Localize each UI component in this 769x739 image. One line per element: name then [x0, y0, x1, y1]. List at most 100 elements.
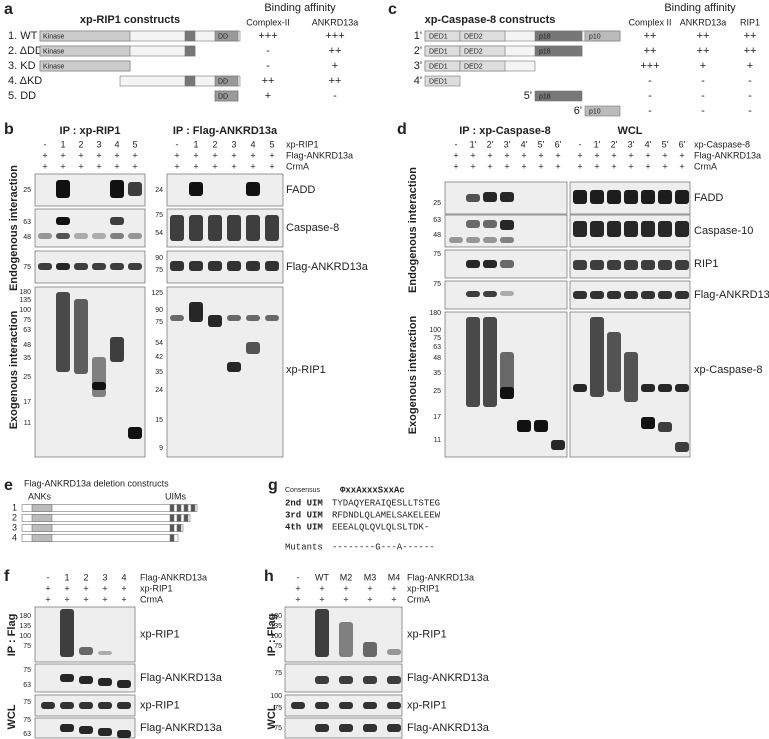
- lane-label: +: [78, 161, 83, 171]
- affinity-value: -: [701, 90, 705, 102]
- band: [534, 420, 548, 432]
- domain-box: [459, 60, 506, 72]
- band: [189, 215, 203, 241]
- lane-label: +: [212, 161, 217, 171]
- band: [500, 260, 514, 268]
- affinity-value: -: [748, 90, 752, 102]
- band: [38, 233, 52, 239]
- ank-block: [31, 514, 53, 522]
- construct-name: 2': [414, 45, 422, 57]
- affinity-value: +: [332, 60, 338, 72]
- lane-label: +: [193, 150, 198, 160]
- lane-label: +: [367, 594, 372, 604]
- mw-marker: 135: [19, 623, 31, 630]
- band: [641, 384, 655, 392]
- band: [128, 233, 142, 239]
- mw-marker: 180: [270, 613, 282, 620]
- band: [265, 261, 279, 271]
- band: [387, 702, 401, 709]
- band: [500, 352, 514, 397]
- mw-marker: 54: [155, 230, 163, 237]
- band: [624, 291, 638, 299]
- uim-block: [176, 504, 182, 512]
- domain-block: [184, 75, 196, 87]
- lane-label: -: [176, 139, 179, 149]
- band: [98, 702, 112, 709]
- blot-label: Flag-ANKRD13a: [140, 722, 223, 734]
- band: [170, 315, 184, 321]
- band: [208, 215, 222, 241]
- domain-box: [534, 90, 583, 102]
- band: [110, 263, 124, 270]
- lane-label: +: [102, 594, 107, 604]
- affinity-value: ++: [697, 45, 710, 57]
- lane-label: +: [594, 161, 599, 171]
- band: [117, 680, 131, 688]
- band: [291, 702, 305, 709]
- column-header: RIP1: [740, 17, 760, 27]
- band: [110, 217, 124, 225]
- blot-label: Flag-ANKRD13a: [407, 722, 490, 734]
- construct-name: 4': [414, 75, 422, 87]
- mw-marker: 135: [19, 297, 31, 304]
- lane-label: M2: [340, 572, 353, 582]
- band: [607, 260, 621, 270]
- blot: [34, 173, 146, 207]
- mw-marker: 54: [155, 340, 163, 347]
- affinity-value: -: [701, 105, 705, 117]
- band: [483, 220, 497, 228]
- ip-label: IP : xp-RIP1: [60, 125, 121, 137]
- band: [658, 422, 672, 432]
- band: [658, 384, 672, 392]
- band: [117, 730, 131, 738]
- lane-label: 3': [628, 139, 635, 149]
- lane-label: 2: [83, 572, 88, 582]
- mw-marker: 75: [23, 699, 31, 706]
- band: [38, 263, 52, 270]
- row-label: Flag-ANKRD13a: [694, 150, 761, 160]
- lane-label: 4: [250, 139, 255, 149]
- band: [110, 233, 124, 239]
- band: [60, 674, 74, 682]
- lane-label: 2': [611, 139, 618, 149]
- affinity-value: ++: [329, 75, 342, 87]
- blot-label: Caspase-8: [286, 222, 339, 234]
- band: [675, 291, 689, 299]
- band: [170, 215, 184, 241]
- blot: [34, 208, 146, 248]
- construct-bar: [21, 534, 179, 542]
- band: [641, 417, 655, 429]
- construct-bar: [119, 75, 241, 87]
- lane-label: +: [319, 583, 324, 593]
- lane-label: +: [121, 583, 126, 593]
- mw-marker: 24: [155, 387, 163, 394]
- side-label: IP : Flag: [266, 614, 278, 657]
- mw-marker: 75: [23, 264, 31, 271]
- band: [79, 647, 93, 655]
- blot-label: xp-RIP1: [407, 699, 447, 711]
- construct-name: 4. ΔKD: [8, 75, 42, 87]
- domain-label: DD: [218, 93, 228, 100]
- lane-label: +: [487, 161, 492, 171]
- construct-number: 3: [12, 522, 17, 532]
- band: [246, 342, 260, 354]
- domain-header: ANKs: [28, 491, 52, 501]
- band: [265, 215, 279, 241]
- band: [227, 315, 241, 321]
- affinity-value: +: [700, 60, 706, 72]
- lane-label: +: [83, 583, 88, 593]
- band: [641, 190, 655, 204]
- panel-label: d: [397, 121, 407, 138]
- mw-marker: 75: [23, 717, 31, 724]
- mutants-label: Mutants: [285, 542, 323, 552]
- domain-box: [584, 30, 621, 42]
- band: [74, 233, 88, 239]
- uim-block: [169, 524, 175, 532]
- mw-marker: 35: [433, 370, 441, 377]
- mw-marker: 48: [23, 342, 31, 349]
- domain-box: [214, 30, 239, 42]
- lane-label: +: [470, 150, 475, 160]
- lane-label: 2': [487, 139, 494, 149]
- mw-marker: 17: [23, 399, 31, 406]
- lane-label: +: [60, 161, 65, 171]
